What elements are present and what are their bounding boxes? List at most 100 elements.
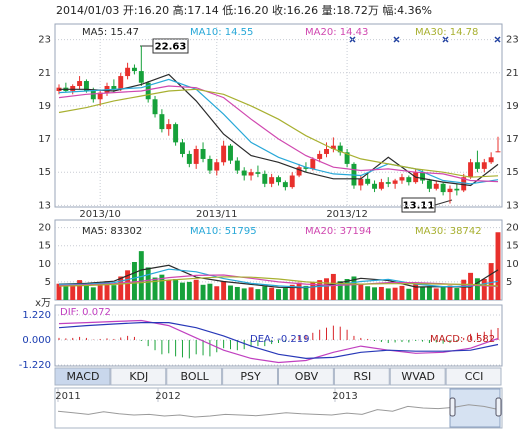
candle-body (337, 145, 343, 153)
indicator-tab[interactable] (54, 367, 111, 386)
indicator-line (58, 85, 499, 183)
price-panel (54, 23, 503, 208)
candle-body (234, 160, 240, 171)
candle-body (166, 124, 172, 130)
volume-bar (385, 288, 391, 300)
legend-entry: MA10: 51795 (190, 226, 257, 237)
indicator-tab-label[interactable]: OBV (295, 370, 319, 383)
candle-body (372, 183, 378, 189)
volume-bar (152, 277, 158, 300)
volume-bar (276, 289, 281, 300)
volume-bar (83, 285, 89, 300)
candle-body (433, 183, 439, 189)
legend-entry: MA30: 38742 (415, 226, 482, 237)
quote-header: 2014/01/03 开:16.20 高:17.14 低:16.20 收:16.… (56, 3, 432, 17)
volume-bar (269, 287, 275, 300)
volume-bar (358, 283, 364, 300)
volume-bar (413, 284, 419, 300)
volume-bar (193, 279, 199, 300)
indicator-tab-label[interactable]: WVAD (401, 370, 435, 383)
volume-bar (255, 289, 261, 300)
indicator-tab[interactable] (389, 367, 446, 386)
volume-bar (214, 286, 220, 300)
indicator-line (58, 322, 499, 360)
volume-bar (317, 280, 323, 300)
y-tick-label: 10 (38, 259, 51, 270)
indicator-tab[interactable] (222, 367, 278, 386)
y-tick-label: 20 (38, 223, 51, 234)
candle-body (179, 142, 185, 154)
candle-body (131, 67, 137, 72)
indicator-tab-label[interactable]: MACD (66, 370, 99, 383)
navigator-label: 2011 (55, 391, 80, 402)
volume-bar (56, 283, 62, 300)
candle-body (344, 152, 350, 164)
indicator-tab-label[interactable]: BOLL (181, 370, 210, 383)
indicator-line (58, 78, 499, 185)
candle-body (214, 162, 220, 171)
y-tick-label-right: 19 (506, 101, 519, 112)
volume-bar (447, 285, 453, 300)
indicator-tab[interactable] (278, 367, 334, 386)
candle-body (138, 71, 144, 83)
y-tick-label-right: 17 (506, 134, 519, 145)
volume-unit: x万 (35, 298, 51, 309)
indicator-tab[interactable] (166, 367, 223, 386)
candle-body (365, 178, 371, 184)
volume-bar (296, 282, 302, 300)
indicator-tab[interactable] (110, 367, 167, 386)
volume-bar (282, 288, 288, 300)
volume-bar (70, 284, 76, 300)
indicator-line (58, 319, 499, 364)
y-tick-label: 0.000 (22, 335, 51, 346)
legend-entry: DIF: 0.072 (60, 307, 111, 318)
candle-body (474, 162, 480, 169)
candle-body (221, 145, 227, 163)
y-tick-label: 23 (38, 35, 51, 46)
indicator-line (58, 264, 499, 289)
navigator-handle[interactable] (495, 397, 502, 417)
volume-bar (365, 286, 371, 300)
indicator-tab-label[interactable]: CCI (465, 370, 484, 383)
indicator-tab-label[interactable]: RSI (353, 370, 371, 383)
candle-body (228, 145, 233, 161)
indicator-line (58, 274, 499, 288)
candle-body (111, 86, 117, 90)
y-tick-label: 15 (38, 241, 51, 252)
candle-body (289, 175, 295, 188)
y-tick-label-right: 10 (506, 259, 519, 270)
annotation-high: 22.63 (155, 42, 187, 53)
candle-body (447, 188, 453, 193)
legend-entry: DEA: -0.219 (250, 334, 309, 345)
candle-body (296, 167, 302, 176)
volume-bar (173, 279, 179, 300)
volume-bar (200, 284, 206, 300)
candle-body (193, 148, 199, 164)
navigator-label: 2013 (332, 391, 357, 402)
x-tick-label: 2013/12 (326, 209, 368, 220)
indicator-tab[interactable] (333, 367, 390, 386)
volume-bar (90, 287, 96, 300)
candle-body (152, 99, 158, 115)
volume-bar (145, 267, 151, 300)
legend-entry: MA20: 37194 (305, 226, 372, 237)
indicator-tab[interactable] (445, 367, 502, 386)
macd-panel (54, 304, 503, 367)
volume-bar (234, 286, 240, 300)
volume-bar (474, 278, 480, 300)
volume-bar (97, 282, 103, 300)
volume-bar (303, 285, 309, 300)
candle-body (324, 148, 329, 154)
y-tick-label: 13 (38, 200, 51, 211)
y-tick-label: -1.220 (19, 360, 51, 371)
indicator-tab-label[interactable]: KDJ (129, 370, 148, 383)
candle-body (310, 158, 316, 169)
candle-body (378, 182, 384, 189)
candle-body (282, 182, 288, 188)
indicator-tab-label[interactable]: PSY (240, 370, 261, 383)
candle-body (241, 170, 247, 176)
volume-bar (454, 288, 460, 300)
navigator-handle[interactable] (449, 397, 456, 417)
y-tick-label-right: 21 (506, 68, 519, 79)
